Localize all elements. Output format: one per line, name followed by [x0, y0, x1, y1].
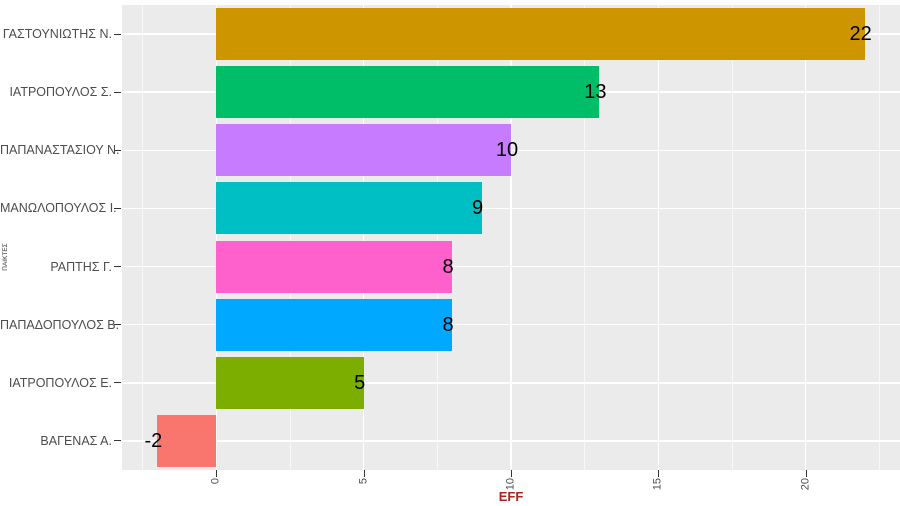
bar	[157, 414, 217, 467]
gridline-minor	[289, 5, 291, 470]
bar	[216, 356, 364, 409]
gridline-minor	[584, 5, 586, 470]
gridline-major-horizontal	[122, 323, 900, 326]
bar	[216, 8, 865, 61]
y-axis-category-label: ΓΑΣΤΟΥΝΙΩΤΗΣ Ν.	[2, 26, 112, 41]
x-axis-tick-label: 0	[209, 478, 222, 485]
gridline-major-horizontal	[122, 265, 900, 268]
y-axis-tick	[114, 324, 121, 326]
y-axis-category-label: ΙΑΤΡΟΠΟΥΛΟΣ Σ.	[9, 84, 112, 99]
y-axis-category-label: ΠΑΠΑΔΟΠΟΥΛΟΣ Β.	[0, 317, 120, 332]
bar-value-label: 9	[471, 197, 484, 220]
x-axis-tick-label: 20	[799, 478, 812, 491]
y-axis-category-label: ΒΑΓΕΝΑΣ Α.	[40, 433, 112, 448]
bar	[216, 66, 600, 119]
gridline-major-vertical	[215, 5, 217, 470]
gridline-major-horizontal	[122, 149, 900, 151]
y-axis-category-label: ΠΑΠΑΝΑΣΤΑΣΙΟΥ Ν.	[0, 143, 120, 158]
x-axis-title: EFF	[498, 489, 524, 504]
bar-value-label: 13	[584, 81, 607, 104]
y-axis-tick	[114, 91, 121, 93]
gridline-minor	[878, 5, 880, 470]
gridline-major-horizontal	[122, 207, 900, 210]
y-axis-tick	[114, 207, 121, 209]
gridline-minor	[142, 5, 144, 470]
bar	[216, 124, 511, 177]
bar-value-label: 10	[495, 139, 519, 162]
y-axis-category-label: ΜΑΝΩΛΟΠΟΥΛΟΣ Ι.	[0, 201, 117, 216]
gridline-major-vertical	[362, 5, 365, 470]
x-axis-tick	[363, 470, 365, 477]
x-axis-tick-label: 5	[357, 478, 370, 485]
gridline-major-horizontal	[122, 382, 900, 384]
x-axis-tick	[658, 470, 660, 477]
y-axis-title: ΠΑΙΚΤΕΣ	[2, 243, 9, 271]
y-axis-tick	[114, 266, 121, 268]
y-axis-tick	[114, 149, 121, 151]
x-axis-tick	[511, 470, 512, 477]
y-axis-category-label: ΙΑΤΡΟΠΟΥΛΟΣ Ε.	[8, 375, 112, 390]
bar-value-label: -2	[144, 429, 163, 452]
y-axis-tick	[114, 440, 121, 442]
y-axis-category-label: ΡΑΠΤΗΣ Γ.	[50, 259, 112, 274]
x-axis-tick-label: 15	[651, 478, 664, 491]
bar-value-label: 5	[354, 371, 366, 394]
gridline-major-vertical	[657, 5, 660, 470]
bar-value-label: 8	[442, 255, 454, 278]
x-axis-tick	[805, 470, 807, 477]
y-axis-tick	[114, 33, 121, 35]
bar	[216, 182, 482, 235]
x-axis-tick	[216, 470, 218, 477]
bar	[216, 298, 453, 351]
bar-value-label: 8	[442, 313, 454, 336]
y-axis-tick	[114, 382, 121, 384]
gridline-major-vertical	[804, 5, 807, 470]
gridline-major-horizontal	[122, 440, 900, 442]
bar	[216, 240, 453, 293]
plot-panel: 22 13 10 9 8 8 5 -2	[122, 5, 900, 470]
gridline-major-vertical	[510, 5, 512, 470]
bar-value-label: 22	[849, 23, 872, 46]
gridline-minor	[436, 5, 438, 470]
gridline-minor	[731, 5, 733, 470]
